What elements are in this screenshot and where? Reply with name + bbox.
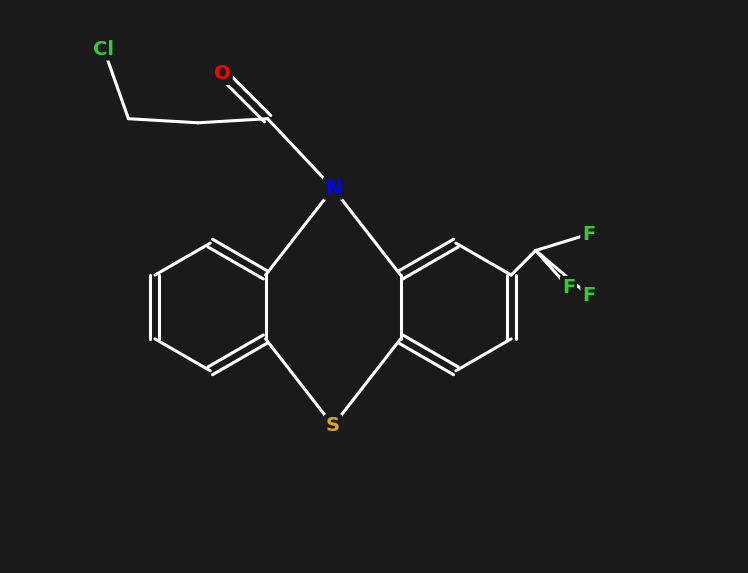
Text: F: F: [582, 286, 595, 305]
Text: Cl: Cl: [94, 40, 114, 58]
Text: S: S: [326, 416, 340, 435]
Text: F: F: [562, 278, 575, 297]
Text: N: N: [325, 179, 341, 198]
Text: F: F: [582, 225, 595, 244]
Text: O: O: [214, 64, 231, 83]
